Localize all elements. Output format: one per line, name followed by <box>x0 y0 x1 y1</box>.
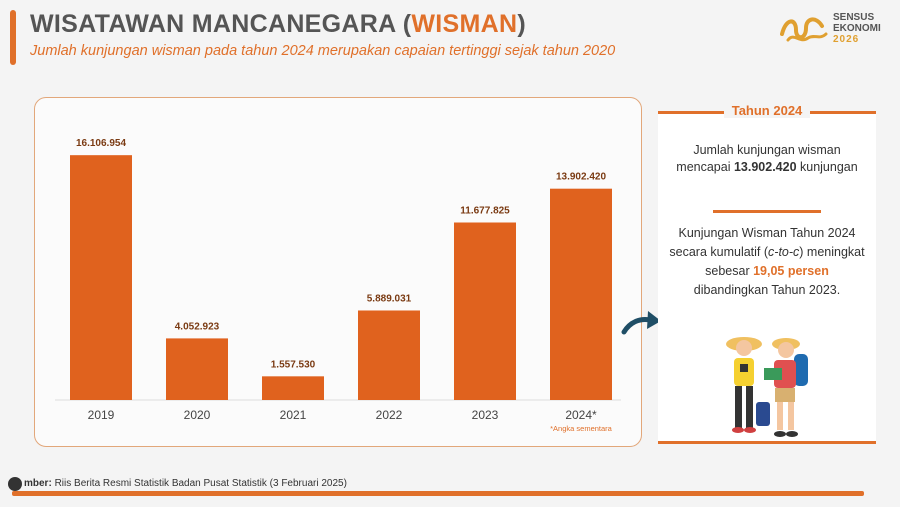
title-accent-bar <box>10 10 16 65</box>
logo-mark-icon <box>780 17 828 42</box>
source-footer: mber: Riis Berita Resmi Statistik Badan … <box>24 478 347 489</box>
info-panel-bottom-line <box>658 441 876 444</box>
page-subtitle: Jumlah kunjungan wisman pada tahun 2024 … <box>30 43 616 59</box>
bar-value-label: 13.902.420 <box>556 172 606 183</box>
bar-value-label: 1.557.530 <box>271 359 316 370</box>
chart-panel: 16.106.954 2019 4.052.923 2020 1.557.530 2021… <box>34 97 642 447</box>
x-tick-label: 2022 <box>376 408 403 422</box>
logo-text: SENSUS EKONOMI 2026 <box>833 12 881 45</box>
x-tick-label: 2020 <box>184 408 211 422</box>
bar-value-label: 4.052.923 <box>175 321 220 332</box>
info-growth-text: Kunjungan Wisman Tahun 2024 secara kumul… <box>669 226 865 297</box>
bar-chart: 16.106.954 2019 4.052.923 2020 1.557.530 2021… <box>55 138 621 433</box>
info-separator <box>713 210 821 213</box>
x-tick-label: 2019 <box>88 408 115 422</box>
footer-icon <box>8 477 22 491</box>
bar-2021 <box>262 376 324 400</box>
provisional-note: *Angka sementara <box>550 424 613 433</box>
travelers-illustration-icon <box>726 337 808 437</box>
sensus-ekonomi-logo: SENSUS EKONOMI 2026 <box>778 10 888 48</box>
bar-value-label: 5.889.031 <box>367 293 412 304</box>
bar-value-label: 16.106.954 <box>76 138 126 149</box>
bar-2020 <box>166 338 228 400</box>
footer-accent-bar <box>12 491 864 496</box>
bar-2023 <box>454 222 516 400</box>
bar-2024* <box>550 188 612 400</box>
info-panel-heading: Tahun 2024 <box>658 103 876 118</box>
bar-2022 <box>358 310 420 400</box>
x-tick-label: 2021 <box>280 408 307 422</box>
page-title: WISATAWAN MANCANEGARA (WISMAN) <box>30 10 526 38</box>
bar-value-label: 11.677.825 <box>460 205 510 216</box>
info-panel: Tahun 2024 Jumlah kunjungan wisman menca… <box>658 103 876 444</box>
x-tick-label: 2024* <box>565 408 597 422</box>
bar-2019 <box>70 155 132 400</box>
info-visits-text: Jumlah kunjungan wisman mencapai 13.902.… <box>676 143 858 174</box>
curved-arrow-icon <box>621 311 661 335</box>
x-tick-label: 2023 <box>472 408 499 422</box>
